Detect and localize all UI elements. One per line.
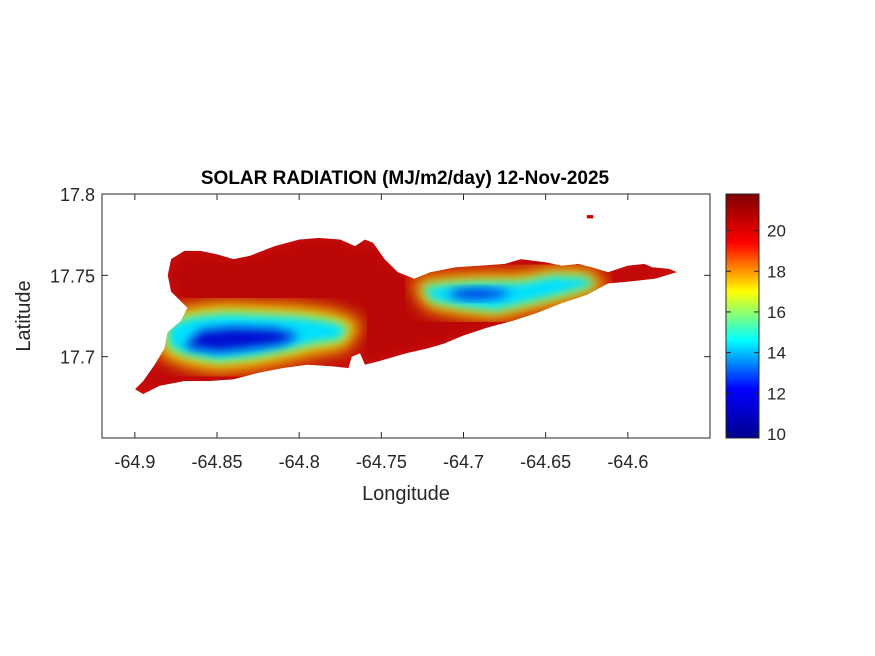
x-tick-label: -64.7 [443, 452, 484, 472]
y-axis-label: Latitude [13, 280, 35, 351]
x-tick-label: -64.75 [356, 452, 407, 472]
colorbar-tick-label: 10 [767, 425, 786, 444]
colorbar-tick-label: 14 [767, 344, 786, 363]
plot-area: -64.9 -64.85 -64.8 -64.75 -64.7 -64.65 -64.6 1… [50, 185, 711, 472]
radiation-heatmap [134, 215, 678, 395]
colorbar-tick-label: 20 [767, 222, 786, 241]
colorbar: 10 12 14 16 18 20 [725, 193, 786, 444]
x-axis-ticks: -64.9 -64.85 -64.8 -64.75 -64.7 -64.65 -64.6 [114, 194, 648, 472]
low-core-east [447, 288, 513, 300]
x-tick-label: -64.6 [607, 452, 648, 472]
colorbar-gradient [725, 193, 760, 439]
chart-title: SOLAR RADIATION (MJ/m2/day) 12-Nov-2025 [201, 168, 610, 189]
colorbar-ticks: 10 12 14 16 18 20 [726, 222, 786, 444]
x-tick-label: -64.9 [114, 452, 155, 472]
x-tick-label: -64.8 [279, 452, 320, 472]
colorbar-tick-label: 18 [767, 262, 786, 281]
y-tick-label: 17.7 [60, 348, 95, 368]
x-axis-label: Longitude [362, 483, 450, 505]
x-tick-label: -64.65 [520, 452, 571, 472]
y-tick-label: 17.75 [50, 266, 95, 286]
islet [586, 215, 594, 219]
island-field [134, 237, 678, 395]
colorbar-tick-label: 12 [767, 384, 786, 403]
y-tick-label: 17.8 [60, 185, 95, 205]
low-core-west [184, 327, 300, 352]
y-axis-ticks: 17.7 17.75 17.8 [50, 185, 710, 368]
x-tick-label: -64.85 [192, 452, 243, 472]
colorbar-tick-label: 16 [767, 303, 786, 322]
